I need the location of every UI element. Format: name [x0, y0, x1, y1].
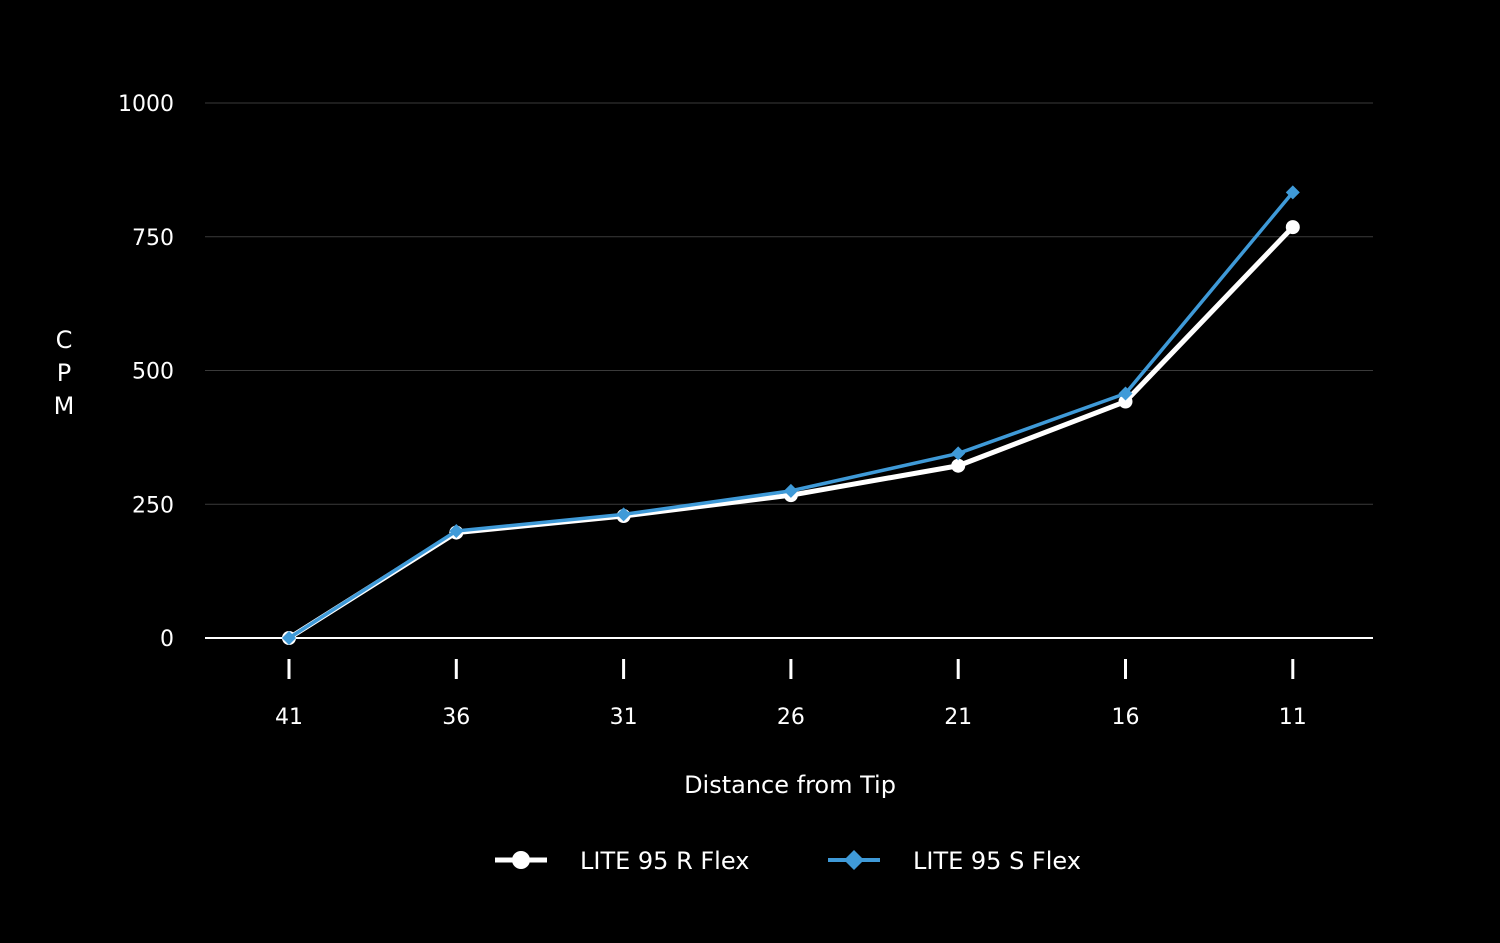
data-point	[1285, 220, 1300, 235]
gridlines	[205, 102, 1373, 639]
legend-marker	[844, 850, 864, 870]
x-tick-label: 21	[944, 705, 972, 730]
series-line	[287, 225, 1295, 641]
y-tick-label: 500	[132, 360, 174, 385]
series-2	[282, 185, 1300, 645]
data-point	[449, 524, 464, 538]
x-axis-title: Distance from Tip	[684, 771, 896, 799]
y-axis-title-letter: M	[54, 392, 75, 420]
legend-item: LITE 95 S Flex	[828, 847, 1081, 875]
y-tick-label: 0	[160, 627, 174, 652]
legend: LITE 95 R Flex LITE 95 S Flex	[495, 847, 1081, 875]
y-tick-label: 250	[132, 493, 174, 518]
x-tick-label: 31	[610, 705, 638, 730]
legend-label: LITE 95 S Flex	[913, 847, 1081, 875]
x-tick-label: 11	[1279, 705, 1307, 730]
x-tick-label: 41	[275, 705, 303, 730]
series-lines	[282, 185, 1300, 645]
legend-label: LITE 95 R Flex	[580, 847, 749, 875]
data-point	[951, 458, 966, 473]
y-axis-title-letter: P	[57, 359, 71, 387]
y-axis-ticks: 0 250 500 750 1000	[118, 92, 174, 652]
y-axis-title: CPM	[54, 326, 75, 420]
x-axis-ticks: 41 36 31 26 21 16 11	[275, 659, 1307, 730]
x-tick-label: 36	[442, 705, 470, 730]
data-point	[616, 507, 631, 522]
y-tick-label: 750	[132, 226, 174, 251]
data-point	[783, 483, 798, 498]
data-point	[1118, 386, 1133, 401]
data-point	[282, 631, 296, 645]
data-point	[1118, 394, 1133, 409]
legend-marker	[512, 851, 530, 869]
series-line	[288, 191, 1295, 640]
x-tick-label: 26	[777, 705, 805, 730]
y-tick-label: 1000	[118, 92, 174, 117]
y-axis-title-letter: C	[56, 326, 73, 354]
x-tick-label: 16	[1112, 705, 1140, 730]
series-1	[282, 220, 1300, 645]
legend-item: LITE 95 R Flex	[495, 847, 749, 875]
data-point	[951, 446, 966, 461]
data-point	[1285, 185, 1300, 200]
